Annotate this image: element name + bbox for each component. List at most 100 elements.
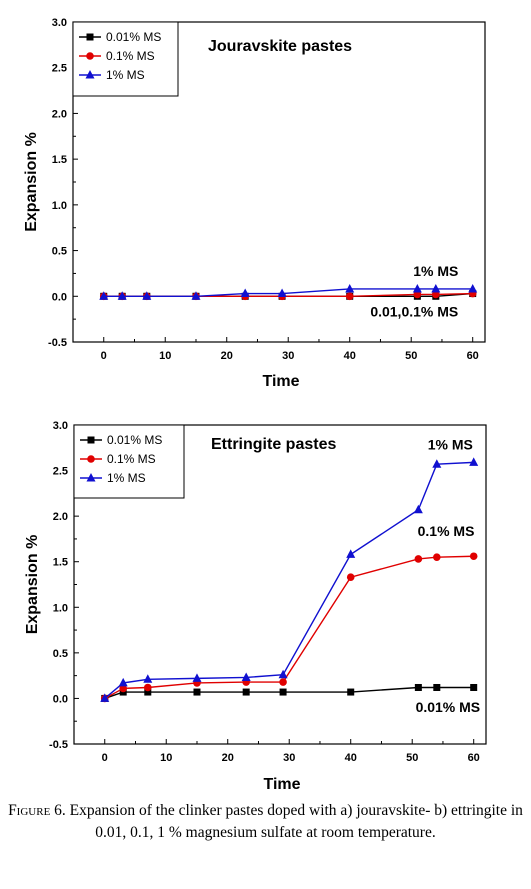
y-tick-label: 0.0 bbox=[52, 291, 67, 303]
annotation: 0.1% MS bbox=[418, 523, 475, 539]
data-point-triangle bbox=[142, 291, 152, 300]
data-point-triangle bbox=[278, 669, 288, 679]
annotation: 0.01,0.1% MS bbox=[370, 303, 458, 319]
data-point-circle bbox=[119, 684, 127, 693]
legend-label: 0.01% MS bbox=[107, 433, 162, 447]
x-tick-label: 30 bbox=[283, 752, 295, 764]
data-point-triangle bbox=[192, 673, 202, 682]
y-axis-label: Expansion % bbox=[23, 132, 40, 232]
data-point-square bbox=[470, 683, 478, 691]
series-triangle bbox=[99, 283, 478, 300]
x-tick-label: 10 bbox=[159, 350, 171, 362]
data-point-square bbox=[87, 436, 95, 444]
data-point-circle bbox=[143, 683, 152, 692]
annotation: 1% MS bbox=[413, 263, 458, 279]
data-point-square bbox=[144, 688, 152, 696]
y-tick-label: 1.0 bbox=[52, 200, 67, 212]
data-point-triangle bbox=[346, 549, 356, 558]
data-point-circle bbox=[469, 552, 478, 561]
legend-label: 1% MS bbox=[107, 471, 146, 485]
series-circle bbox=[100, 552, 478, 703]
data-point-circle bbox=[87, 455, 95, 463]
x-tick-label: 0 bbox=[101, 350, 107, 362]
data-point-circle bbox=[86, 52, 94, 60]
series-line bbox=[104, 461, 474, 699]
x-tick-label: 20 bbox=[221, 350, 233, 362]
chart-2: 0 10 20 30 40 50 60 -0.5 0.0 0.5 1.0 1.5 2.0 2.5 3.0 Ti… bbox=[24, 420, 487, 793]
x-tick-label: 0 bbox=[102, 752, 108, 764]
data-point-circle bbox=[345, 292, 354, 301]
data-point-circle bbox=[346, 573, 355, 582]
x-tick-label: 50 bbox=[406, 752, 418, 764]
legend-label: 1% MS bbox=[106, 68, 145, 82]
data-point-square bbox=[279, 688, 287, 696]
x-tick-label: 60 bbox=[468, 752, 480, 764]
y-tick-label: 2.0 bbox=[52, 108, 67, 120]
legend-label: 0.01% MS bbox=[106, 30, 161, 44]
data-point-triangle bbox=[468, 283, 478, 293]
data-point-circle bbox=[432, 290, 440, 299]
x-axis-label: Time bbox=[263, 776, 300, 793]
data-point-circle bbox=[414, 555, 423, 563]
x-tick-label: 60 bbox=[467, 350, 479, 362]
annotation: 1% MS bbox=[428, 437, 473, 453]
y-tick-label: 1.0 bbox=[53, 602, 68, 614]
data-point-square bbox=[414, 683, 422, 691]
y-tick-label: 1.5 bbox=[52, 154, 67, 166]
data-point-triangle bbox=[85, 70, 95, 79]
data-point-triangle bbox=[99, 291, 109, 300]
data-point-triangle bbox=[86, 473, 96, 482]
y-tick-label: 1.5 bbox=[53, 557, 68, 569]
data-point-triangle bbox=[413, 504, 423, 514]
figure-caption: Figure 6. Expansion of the clinker paste… bbox=[0, 800, 531, 844]
data-point-triangle bbox=[241, 672, 251, 681]
data-point-triangle bbox=[431, 283, 441, 293]
data-point-triangle bbox=[117, 291, 127, 300]
y-tick-label: -0.5 bbox=[49, 739, 68, 751]
y-tick-label: 0.5 bbox=[52, 246, 67, 258]
data-point-triangle bbox=[191, 291, 201, 300]
chart-title: Ettringite pastes bbox=[211, 436, 336, 453]
x-tick-label: 10 bbox=[160, 752, 172, 764]
data-point-square bbox=[86, 33, 94, 41]
series-line bbox=[104, 555, 474, 700]
chart-title: Jouravskite pastes bbox=[208, 38, 352, 55]
y-tick-label: -0.5 bbox=[48, 337, 67, 349]
annotation: 0.01% MS bbox=[416, 699, 481, 715]
legend: 0.01% MS 0.1% MS 1% MS bbox=[72, 21, 179, 97]
y-tick-label: 2.0 bbox=[53, 511, 68, 523]
y-tick-label: 3.0 bbox=[53, 420, 68, 432]
data-point-triangle bbox=[240, 288, 250, 298]
y-axis-label: Expansion % bbox=[24, 535, 41, 635]
data-point-circle bbox=[279, 678, 287, 686]
data-point-triangle bbox=[432, 459, 442, 468]
x-axis-label: Time bbox=[262, 373, 299, 390]
figure-charts: 0 10 20 30 40 50 60 -0.5 0.0 0.5 1.0 1.5 2.0 2.5 3.0 Ti… bbox=[23, 17, 487, 793]
series-line bbox=[103, 288, 473, 297]
legend: 0.01% MS 0.1% MS 1% MS bbox=[73, 424, 185, 499]
chart-1: 0 10 20 30 40 50 60 -0.5 0.0 0.5 1.0 1.5 2.0 2.5 3.0 Ti… bbox=[23, 17, 486, 390]
y-tick-label: 0.5 bbox=[53, 648, 68, 660]
data-point-circle bbox=[433, 553, 441, 561]
x-tick-label: 40 bbox=[344, 350, 356, 362]
y-tick-label: 2.5 bbox=[52, 63, 67, 75]
data-point-triangle bbox=[469, 457, 479, 466]
data-point-triangle bbox=[345, 283, 355, 293]
data-point-triangle bbox=[277, 288, 287, 298]
y-tick-label: 3.0 bbox=[52, 17, 67, 29]
x-tick-label: 20 bbox=[222, 752, 234, 764]
y-tick-label: 0.0 bbox=[53, 693, 68, 705]
data-point-square bbox=[347, 688, 355, 696]
legend-label: 0.1% MS bbox=[107, 452, 156, 466]
series-line bbox=[104, 686, 474, 700]
data-point-square bbox=[193, 688, 201, 696]
data-point-square bbox=[433, 683, 441, 691]
y-tick-label: 2.5 bbox=[53, 466, 68, 478]
legend-label: 0.1% MS bbox=[106, 49, 155, 63]
data-point-triangle bbox=[143, 674, 153, 683]
data-point-square bbox=[242, 688, 250, 696]
data-point-triangle bbox=[118, 677, 128, 687]
x-tick-label: 30 bbox=[282, 350, 294, 362]
x-tick-label: 40 bbox=[345, 752, 357, 764]
x-tick-label: 50 bbox=[405, 350, 417, 362]
